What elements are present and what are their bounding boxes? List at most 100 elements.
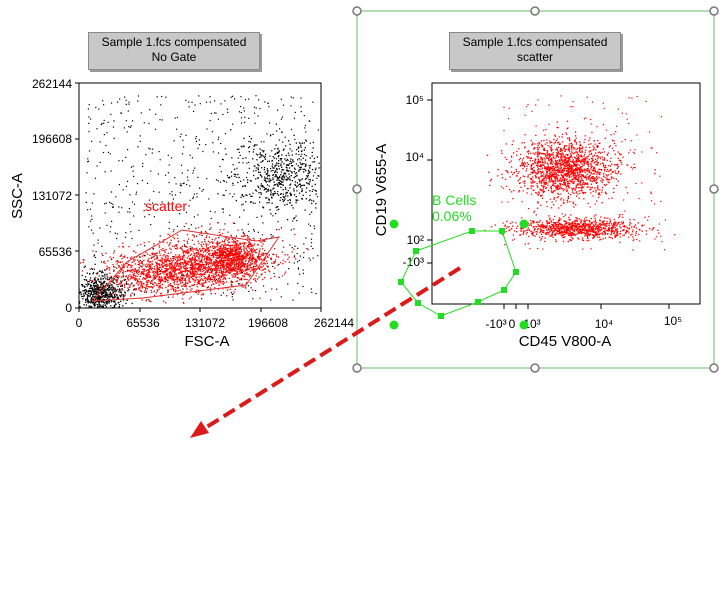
gated-event-dot [160,272,162,275]
gated-event-dot [169,272,171,274]
gated-event-dot [566,157,568,159]
event-dot [101,245,103,247]
event-dot [210,227,212,229]
gated-event-dot [177,259,179,262]
gated-event-dot [169,247,171,249]
gated-event-dot [246,266,248,268]
event-dot [90,118,92,120]
gated-event-dot [565,164,567,166]
event-dot [238,161,240,164]
event-dot [89,284,92,286]
event-dot [230,292,232,294]
gated-event-dot [583,164,585,166]
gated-event-dot [180,258,182,260]
event-dot [113,289,115,291]
event-dot [267,175,269,177]
event-dot [270,191,272,193]
gated-event-dot [188,279,190,281]
event-dot [91,301,93,303]
event-dot [167,154,169,156]
gated-event-dot [202,265,205,267]
gated-event-dot [158,263,160,266]
scatter-gate-polygon[interactable] [91,229,281,302]
gated-event-dot [264,268,266,270]
gated-event-dot [256,272,258,274]
event-dot [82,314,83,315]
gated-event-dot [217,252,219,254]
gated-event-dot [576,166,578,168]
event-dot [236,148,238,151]
right-plot[interactable]: -10³ 0 10³ 10⁴ 10⁵ 10⁵ 10⁴ 10² -10³ CD45… [373,82,701,350]
gated-event-dot [143,254,145,256]
left-y-tick-2: 131072 [32,189,72,203]
event-dot [304,124,306,127]
gated-event-dot [130,295,132,297]
scatter-gate-label[interactable]: scatter [145,198,187,214]
gated-event-dot [151,291,153,294]
gated-event-dot [561,141,564,143]
gated-event-dot [192,268,194,270]
event-dot [97,284,99,286]
gated-event-dot [159,252,161,254]
gated-event-dot [168,284,170,286]
gated-event-dot [184,261,186,263]
event-dot [260,185,262,187]
gated-event-dot [175,270,177,272]
gated-event-dot [224,259,226,262]
event-dot [322,163,323,164]
gated-event-dot [227,250,229,252]
event-dot [185,99,187,101]
gated-event-dot [212,246,214,248]
gated-event-dot [215,259,218,262]
gated-event-dot [191,256,194,258]
gated-event-dot [141,262,143,264]
event-dot [210,293,212,295]
gated-event-dot [215,242,217,244]
event-dot [223,180,225,182]
event-dot [168,227,170,230]
event-dot [269,209,271,211]
gated-event-dot [208,275,210,277]
event-dot [288,268,290,270]
gated-event-dot [569,167,571,169]
gated-event-dot [261,245,263,247]
gated-event-dot [218,275,221,277]
gated-event-dot [208,262,211,264]
event-dot [240,105,242,108]
gated-event-dot [194,265,196,267]
gated-event-dot [201,245,203,247]
gated-event-dot [214,268,216,270]
gated-event-dot [555,176,558,178]
event-dot [224,133,227,135]
gated-event-dot [190,264,193,266]
gated-event-dot [244,273,246,275]
gated-event-dot [217,261,219,263]
gated-event-dot [164,265,166,267]
event-dot [231,175,233,177]
event-dot [183,146,185,148]
gated-event-dot [546,177,548,179]
event-dot [264,179,266,182]
event-dot [307,176,309,178]
event-dot [74,277,75,278]
gated-event-dot [204,273,206,276]
gated-event-dot [255,260,257,262]
event-dot [104,315,105,316]
gated-event-dot [125,275,127,277]
gated-event-dot [230,257,233,260]
gated-event-dot [597,155,599,157]
gated-event-dot [274,261,276,263]
gated-event-dot [166,255,168,257]
event-dot [104,294,106,296]
gated-event-dot [236,263,238,265]
gated-event-dot [541,184,543,186]
event-dot [97,295,99,297]
gated-event-dot [247,251,249,253]
gated-event-dot [581,146,584,148]
event-dot [307,175,309,177]
gated-event-dot [120,282,122,284]
gated-event-dot [544,181,546,184]
gated-event-dot [597,185,599,187]
gated-event-dot [129,286,131,288]
gated-event-dot [123,283,125,285]
